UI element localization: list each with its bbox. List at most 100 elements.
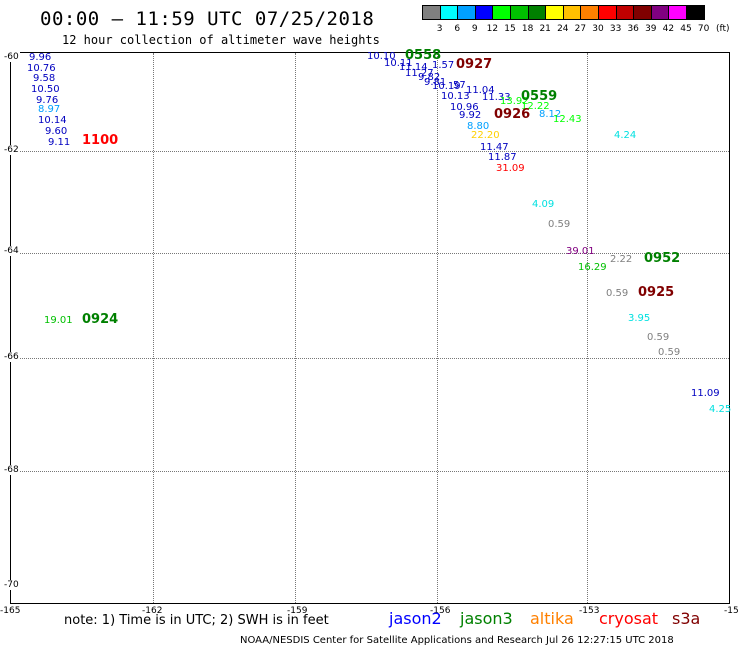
swh-observation: 3.95 <box>628 313 651 324</box>
swh-observation: 10.96 <box>450 102 479 113</box>
swh-observation: 12.43 <box>553 114 582 125</box>
legend-swatch <box>633 5 652 20</box>
swh-observation: 9.96 <box>29 52 52 63</box>
swh-observation: 1.57 <box>432 60 455 71</box>
swh-observation: 4.09 <box>532 199 555 210</box>
swh-observation: 10.14 <box>38 115 67 126</box>
satellite-name: s3a <box>672 609 701 628</box>
lat-label: -68 <box>3 465 20 475</box>
legend-swatch <box>615 5 635 20</box>
legend-swatch <box>686 5 705 20</box>
gridline-lon <box>437 53 438 603</box>
satellite-name: altika <box>530 609 574 628</box>
lat-label: -64 <box>3 246 20 256</box>
lat-label: -62 <box>3 145 20 155</box>
legend-swatch <box>492 5 511 20</box>
pass-time-label: 0952 <box>644 251 681 266</box>
legend-label: 9 <box>471 24 478 34</box>
swh-observation: 11.33 <box>482 92 511 103</box>
pass-time-label: 0926 <box>494 107 531 122</box>
legend-swatch <box>474 5 494 20</box>
legend-swatch <box>562 5 582 20</box>
lon-label: -156 <box>430 606 451 616</box>
lat-label: -66 <box>3 352 20 362</box>
lon-label: -165 <box>0 606 21 616</box>
swh-observation: 13.92 <box>500 96 529 107</box>
gridline-lat <box>11 358 729 359</box>
legend-swatch <box>510 5 529 20</box>
pass-time-label: 0927 <box>456 57 493 72</box>
legend-swatch <box>527 5 547 20</box>
legend-swatch <box>580 5 599 20</box>
swh-observation: 16.29 <box>578 262 607 273</box>
swh-observation: 9.11 <box>48 137 71 148</box>
legend-label: 27 <box>574 24 587 34</box>
swh-observation: 0.59 <box>647 332 670 343</box>
swh-observation: 39.01 <box>566 246 595 257</box>
legend-swatch <box>422 5 441 20</box>
legend-unit: (ft) <box>716 24 730 34</box>
legend-swatch <box>457 5 476 20</box>
legend-label: 24 <box>557 24 569 34</box>
map-title: 00:00 – 11:59 UTC 07/25/2018 <box>40 8 375 30</box>
gridline-lat <box>11 151 729 152</box>
footer-note: note: 1) Time is in UTC; 2) SWH is in fe… <box>64 613 329 628</box>
swh-observation: 10.76 <box>27 63 56 74</box>
legend-swatch <box>545 5 564 20</box>
swh-observation: 9.58 <box>33 73 56 84</box>
swh-observation: 9.76 <box>36 95 59 106</box>
swh-observation: 22.20 <box>471 130 500 141</box>
swh-observation: 10.19 <box>432 81 461 92</box>
swh-observation: 0.59 <box>548 219 571 230</box>
satellite-name: cryosat <box>599 609 659 628</box>
lon-label: -159 <box>287 606 308 616</box>
lon-label: -15 <box>724 606 739 616</box>
pass-time-label: 1100 <box>82 133 119 148</box>
swh-observation: 19.01 <box>44 315 73 326</box>
pass-time-label: 0925 <box>638 285 675 300</box>
legend-label: 3 <box>436 24 443 34</box>
swh-observation: 9.81 <box>424 77 447 88</box>
legend-label: 15 <box>504 24 516 34</box>
swh-observation: 11.09 <box>691 388 720 399</box>
lat-label: -70 <box>3 580 20 590</box>
gridline-lon <box>153 53 154 603</box>
swh-observation: 57 <box>453 80 466 91</box>
pass-time-label: 0559 <box>521 89 558 104</box>
swh-observation: 11.04 <box>466 85 495 96</box>
swh-observation: 11.27 <box>405 68 434 79</box>
swh-observation: 9.60 <box>45 126 68 137</box>
legend-label: 12 <box>486 24 499 34</box>
lon-label: -153 <box>579 606 600 616</box>
gridline-lat <box>11 253 729 254</box>
legend-label: 70 <box>697 24 710 34</box>
map-plot-area <box>10 52 730 604</box>
swh-observation: 8.97 <box>38 104 61 115</box>
legend-swatch <box>650 5 670 20</box>
satellite-name: jason3 <box>460 609 513 628</box>
swh-observation: 11.47 <box>480 142 509 153</box>
map-subtitle: 12 hour collection of altimeter wave hei… <box>62 33 380 47</box>
swh-observation: 31.09 <box>496 163 525 174</box>
swh-observation: 0.59 <box>606 288 629 299</box>
legend-label: 39 <box>645 24 657 34</box>
credit-line: NOAA/NESDIS Center for Satellite Applica… <box>240 635 674 646</box>
lon-label: -162 <box>142 606 163 616</box>
swh-observation: 10.11 <box>384 58 413 69</box>
swh-observation: 12.22 <box>521 101 550 112</box>
lat-label: -60 <box>3 52 20 62</box>
gridline-lat <box>11 471 729 472</box>
swh-observation: 8.80 <box>467 121 490 132</box>
swh-observation: 11.87 <box>488 152 517 163</box>
legend-swatch <box>668 5 687 20</box>
swh-observation: 4.24 <box>614 130 637 141</box>
swh-observation: 2.22 <box>610 254 633 265</box>
legend-label: 30 <box>592 24 604 34</box>
pass-time-label: 0558 <box>405 48 442 63</box>
pass-time-label: 0924 <box>82 312 119 327</box>
legend-label: 33 <box>609 24 622 34</box>
legend-label: 21 <box>539 24 551 34</box>
swh-observation: 10.50 <box>31 84 60 95</box>
satellite-name: jason2 <box>389 609 442 628</box>
swh-observation: 9.92 <box>459 110 482 121</box>
